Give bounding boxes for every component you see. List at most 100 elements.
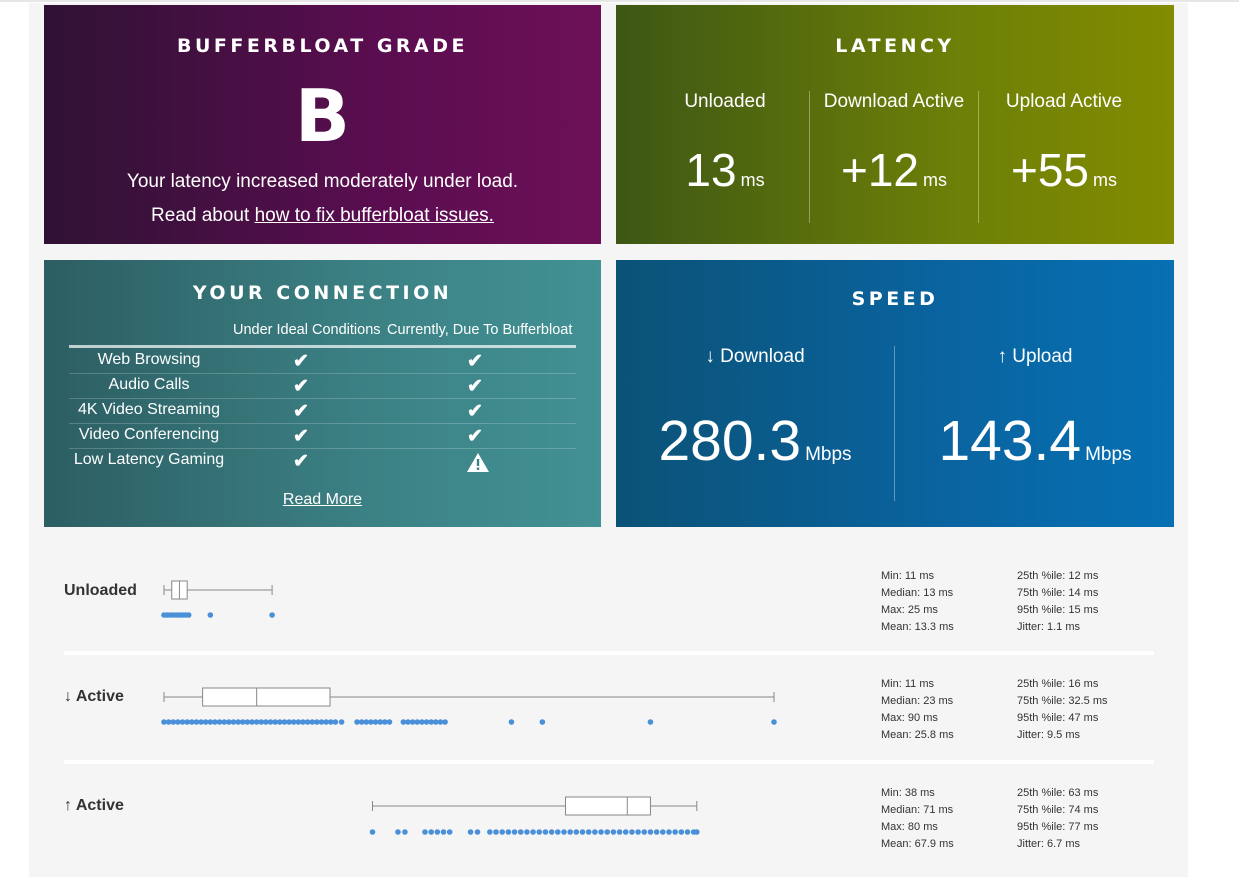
sample-point xyxy=(185,612,192,618)
stat-mean: Mean: 67.9 ms xyxy=(881,838,954,850)
header-rule xyxy=(69,345,576,348)
sample-point xyxy=(221,719,228,725)
latency-unloaded: Unloaded 13 ms xyxy=(641,91,809,223)
stat-p75: 75th %ile: 74 ms xyxy=(1017,804,1099,816)
sample-point xyxy=(318,719,325,725)
sample-point xyxy=(539,719,546,725)
sample-point xyxy=(442,719,448,725)
sample-point xyxy=(678,829,685,835)
check-icon: ✔ xyxy=(467,426,483,447)
sample-point xyxy=(437,719,444,725)
connection-row-audio-calls: Audio Calls ✔ ✔ xyxy=(69,373,576,399)
sample-point xyxy=(467,829,474,835)
your-connection-card: YOUR CONNECTION Under Ideal Conditions C… xyxy=(44,260,601,527)
chart-separator xyxy=(64,760,1154,764)
sample-point xyxy=(517,829,524,835)
sample-point xyxy=(277,719,283,725)
stat-median: Median: 13 ms xyxy=(881,587,954,599)
chart-label-download-active: ↓ Active xyxy=(64,688,124,705)
sample-point xyxy=(536,829,543,835)
sample-point xyxy=(295,719,302,725)
stat-jitter: Jitter: 9.5 ms xyxy=(1017,729,1080,741)
bufferbloat-grade-card: BUFFERBLOAT GRADE B Your latency increas… xyxy=(44,5,601,244)
sample-point xyxy=(622,829,629,835)
upload-value: 143.4 xyxy=(938,409,1082,473)
latency-download-value-line: +12 ms xyxy=(810,143,978,197)
download-unit: Mbps xyxy=(805,444,852,465)
sample-point xyxy=(253,719,260,725)
sample-point xyxy=(592,829,598,835)
sample-point xyxy=(377,719,384,725)
sample-point xyxy=(499,829,506,835)
warning-icon xyxy=(467,453,489,472)
stats-unloaded-right: 25th %ile: 12 ms 75th %ile: 14 ms 95th %… xyxy=(1017,568,1098,636)
stat-jitter: Jitter: 6.7 ms xyxy=(1017,838,1080,850)
stat-median: Median: 71 ms xyxy=(881,804,954,816)
fix-bufferbloat-link[interactable]: how to fix bufferbloat issues. xyxy=(254,205,494,226)
sample-point xyxy=(434,829,441,835)
sample-point xyxy=(269,612,275,618)
iqr-box xyxy=(202,687,331,707)
sample-point xyxy=(629,829,635,835)
check-icon: ✔ xyxy=(293,376,309,397)
row-name: Audio Calls xyxy=(108,376,190,393)
read-more-link[interactable]: Read More xyxy=(282,491,363,508)
sample-point xyxy=(386,719,393,725)
row-name: 4K Video Streaming xyxy=(77,401,220,418)
sample-point xyxy=(226,719,232,725)
sample-point xyxy=(771,719,777,725)
sample-point xyxy=(579,829,586,835)
latency-download-value: +12 xyxy=(840,144,920,196)
sample-point xyxy=(423,719,430,725)
sample-point xyxy=(409,719,416,725)
sample-point xyxy=(249,719,255,725)
latency-unloaded-unit: ms xyxy=(740,170,765,190)
upload-label: ↑ Upload xyxy=(997,346,1073,367)
sample-point xyxy=(263,719,269,725)
sample-point xyxy=(300,719,306,725)
sample-point xyxy=(641,829,648,835)
sample-point xyxy=(487,829,493,835)
sample-point xyxy=(405,719,411,725)
check-icon: ✔ xyxy=(467,401,483,422)
stat-mean: Mean: 13.3 ms xyxy=(881,621,954,633)
col-current-header: Currently, Due To Bufferbloat xyxy=(387,322,573,338)
sample-point xyxy=(440,829,447,835)
sample-point xyxy=(212,719,218,725)
sample-point xyxy=(395,829,401,835)
sample-point xyxy=(165,719,172,725)
check-icon: ✔ xyxy=(293,426,309,447)
stat-jitter: Jitter: 1.1 ms xyxy=(1017,621,1080,633)
connection-row-4k-video: 4K Video Streaming ✔ ✔ xyxy=(69,398,576,424)
stat-max: Max: 25 ms xyxy=(881,604,938,616)
row-name: Web Browsing xyxy=(97,351,201,368)
sample-point xyxy=(428,829,434,835)
connection-title: YOUR CONNECTION xyxy=(192,282,453,304)
latency-unloaded-value-line: 13 ms xyxy=(641,143,809,197)
sample-point xyxy=(202,719,209,725)
sample-point xyxy=(542,829,549,835)
iqr-box xyxy=(565,796,651,816)
latency-download-label: Download Active xyxy=(823,91,965,112)
sample-point xyxy=(666,829,672,835)
latency-card: LATENCY Unloaded 13 ms Download Active +1… xyxy=(616,5,1174,244)
stat-max: Max: 90 ms xyxy=(881,712,938,724)
stat-min: Min: 11 ms xyxy=(881,678,934,690)
fix-prefix: Read about xyxy=(151,205,255,226)
chart-separator xyxy=(64,651,1154,655)
sample-point xyxy=(309,719,316,725)
stat-median: Median: 23 ms xyxy=(881,695,954,707)
sample-point xyxy=(286,719,292,725)
speed-card: SPEED ↓ Download 280.3 Mbps ↑ Upload 143.… xyxy=(616,260,1174,527)
sample-point xyxy=(548,829,555,835)
sample-point xyxy=(530,829,536,835)
sample-point xyxy=(188,719,195,725)
stat-p25: 25th %ile: 16 ms xyxy=(1017,678,1099,690)
grade-title: BUFFERBLOAT GRADE xyxy=(176,35,469,57)
stat-p75: 75th %ile: 14 ms xyxy=(1017,587,1099,599)
sample-point xyxy=(258,719,265,725)
sample-point xyxy=(369,829,376,835)
check-icon: ✔ xyxy=(467,376,483,397)
sample-point xyxy=(358,719,365,725)
stats-unloaded-left: Min: 11 ms Median: 13 ms Max: 25 ms Mean… xyxy=(881,568,954,636)
